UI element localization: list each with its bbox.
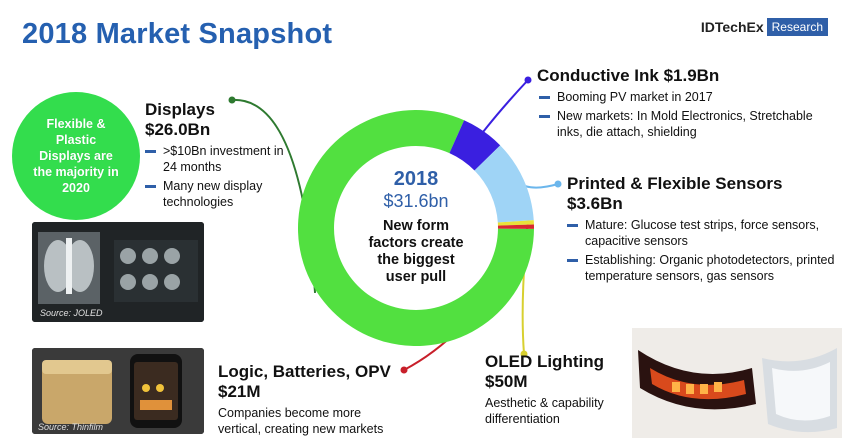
thinfilm-photo: Source: Thinfilm: [32, 348, 204, 434]
donut-slice-conductive-ink: [449, 120, 501, 171]
center-note: New form factors create the biggest user…: [350, 218, 482, 286]
majority-callout: Flexible & Plastic Displays are the majo…: [12, 92, 140, 220]
logic-name: Logic, Batteries, OPV: [218, 362, 391, 381]
connector-dot: [400, 366, 408, 374]
center-note-line: user pull: [385, 269, 447, 285]
conductive-ink-title: Conductive Ink $1.9Bn: [537, 66, 720, 85]
displays-bullet: >$10Bn investment in 24 months: [145, 143, 295, 175]
xray-display-photo: Source: JOLED: [32, 222, 204, 322]
thinfilm-illustration: Source: Thinfilm: [32, 348, 204, 434]
connector-dot: [524, 76, 532, 84]
oled-line: differentiation: [485, 412, 560, 426]
connector-conductive-ink: [479, 79, 529, 137]
logic-value: $21M: [218, 382, 261, 401]
donut-slice-printed-flexible-sensors: [474, 145, 534, 223]
center-note-line: New form: [382, 218, 450, 234]
center-note-line: the biggest: [377, 252, 455, 268]
displays-segment: Displays $26.0Bn >$10Bn investment in 24…: [145, 100, 295, 210]
logo-box: Research: [766, 18, 828, 36]
joled-source: Source: JOLED: [40, 308, 103, 318]
logo-text: IDTechEx: [700, 19, 764, 35]
displays-bullet: Many new display technologies: [145, 178, 295, 210]
sensors-name: Printed & Flexible Sensors: [567, 174, 783, 193]
center-total-value: $31.6bn: [383, 191, 449, 211]
page-title: 2018 Market Snapshot: [22, 18, 333, 50]
sensors-segment: Printed & Flexible Sensors $3.6Bn Mature…: [567, 174, 837, 284]
center-year: 2018: [393, 168, 439, 190]
logic-line: Companies become more: [218, 406, 362, 420]
sensors-value: $3.6Bn: [567, 194, 623, 213]
sensors-bullet: Establishing: Organic photodetectors, pr…: [567, 252, 837, 284]
oled-line: Aesthetic & capability: [485, 396, 604, 410]
conductive-ink-segment: Conductive Ink $1.9Bn Booming PV market …: [537, 66, 837, 140]
oled-lighting-illustration: [632, 328, 842, 438]
donut-center: 2018 $31.6bn New form factors create the…: [350, 168, 482, 286]
oled-name: OLED Lighting: [485, 352, 604, 371]
conductive-ink-bullet: Booming PV market in 2017: [539, 89, 837, 105]
donut-slice-oled-lighting: [497, 220, 534, 226]
xray-display-illustration: Source: JOLED: [32, 222, 204, 322]
displays-name: Displays: [145, 100, 215, 119]
donut-slices: [297, 110, 534, 346]
oled-value: $50M: [485, 372, 528, 391]
idtechex-logo: IDTechEx Research: [701, 18, 828, 36]
displays-value: $26.0Bn: [145, 120, 211, 139]
logic-segment: Logic, Batteries, OPV $21M Companies bec…: [218, 362, 428, 437]
oled-segment: OLED Lighting $50M Aesthetic & capabilit…: [485, 352, 625, 427]
conductive-ink-bullet: New markets: In Mold Electronics, Stretc…: [539, 108, 837, 140]
center-note-line: factors create: [368, 235, 464, 251]
thinfilm-source: Source: Thinfilm: [38, 422, 104, 432]
connector-dot: [554, 180, 562, 188]
connector-dot: [520, 350, 528, 358]
callout-text: Flexible & Plastic Displays are the majo…: [33, 117, 119, 195]
sensors-bullet: Mature: Glucose test strips, force senso…: [567, 217, 837, 249]
logic-line: vertical, creating new markets: [218, 422, 384, 436]
connector-dot: [228, 96, 236, 104]
donut-slice-displays: [297, 110, 534, 346]
oled-lighting-photo: [632, 328, 842, 438]
donut-slice-logic-batteries-opv: [497, 224, 534, 229]
